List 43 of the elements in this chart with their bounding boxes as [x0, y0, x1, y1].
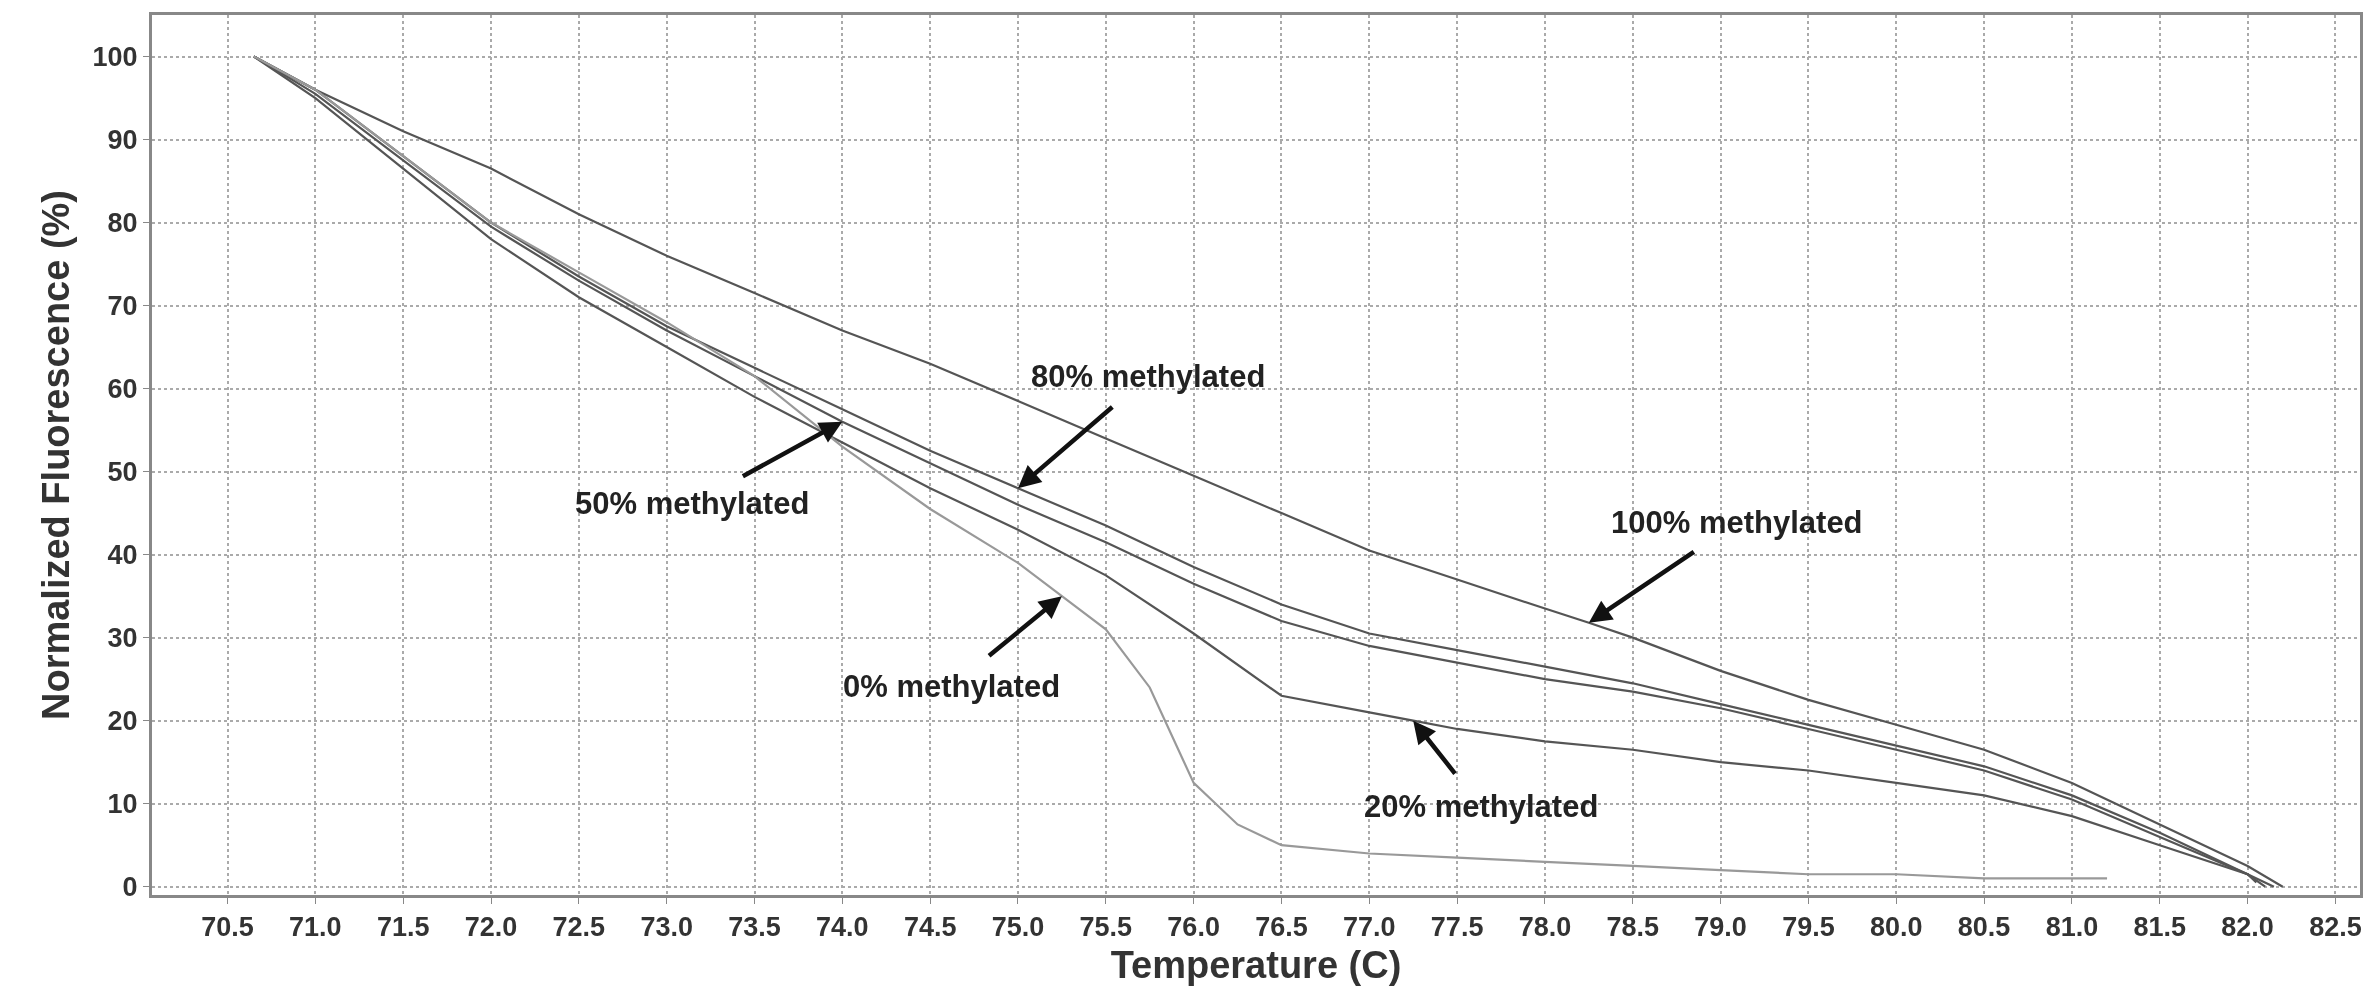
y-tick-label: 40: [107, 540, 138, 571]
y-tick-label: 70: [107, 291, 138, 322]
x-tick-label: 75.5: [1079, 912, 1133, 943]
x-tick-label: 75.0: [991, 912, 1045, 943]
y-tick-label: 100: [92, 41, 138, 72]
x-tick-label: 73.5: [728, 912, 781, 943]
annotation: 0% methylated: [843, 669, 1061, 704]
x-tick-label: 79.0: [1694, 912, 1747, 943]
annotation: 100% methylated: [1611, 505, 1863, 540]
y-tick-label: 80: [107, 208, 138, 238]
x-tick-label: 78.5: [1606, 912, 1660, 943]
x-tick-label: 74.5: [903, 912, 957, 943]
x-tick-label: 76.5: [1255, 912, 1308, 943]
x-tick-label: 77.0: [1343, 912, 1396, 943]
x-tick-label: 70.5: [201, 912, 254, 943]
y-tick-label: 0: [122, 872, 138, 903]
x-tick-label: 72.5: [552, 912, 606, 943]
x-tick-label: 79.5: [1782, 912, 1835, 943]
x-tick-label: 82.5: [2309, 912, 2362, 943]
y-tick-label: 90: [107, 124, 138, 155]
y-tick-label: 20: [107, 706, 138, 737]
x-axis-title: Temperature (C): [1110, 943, 1402, 986]
x-tick-label: 74.0: [816, 912, 869, 943]
y-tick-label: 30: [107, 623, 138, 654]
x-tick-label: 80.0: [1869, 912, 1923, 943]
x-tick-label: 78.0: [1518, 912, 1572, 943]
x-tick-label: 71.5: [376, 912, 430, 943]
annotation: 20% methylated: [1364, 789, 1599, 824]
y-tick-label: 10: [107, 789, 138, 820]
x-tick-label: 82.0: [2221, 912, 2274, 943]
x-tick-label: 77.5: [1430, 912, 1484, 943]
x-tick-label: 81.5: [2133, 912, 2187, 943]
x-tick-label: 71.0: [289, 912, 342, 943]
y-tick-label: 50: [107, 457, 138, 488]
x-tick-label: 73.0: [640, 912, 693, 943]
x-tick-label: 76.0: [1167, 912, 1220, 943]
annotation: 80% methylated: [1031, 359, 1266, 394]
x-tick-label: 72.0: [464, 912, 518, 943]
x-tick-label: 80.5: [1957, 912, 2011, 943]
annotation: 50% methylated: [575, 486, 810, 521]
y-tick-label: 60: [107, 374, 138, 405]
x-tick-label: 81.0: [2045, 912, 2099, 943]
y-axis-title: Normalized Fluorescence (%): [34, 189, 77, 721]
